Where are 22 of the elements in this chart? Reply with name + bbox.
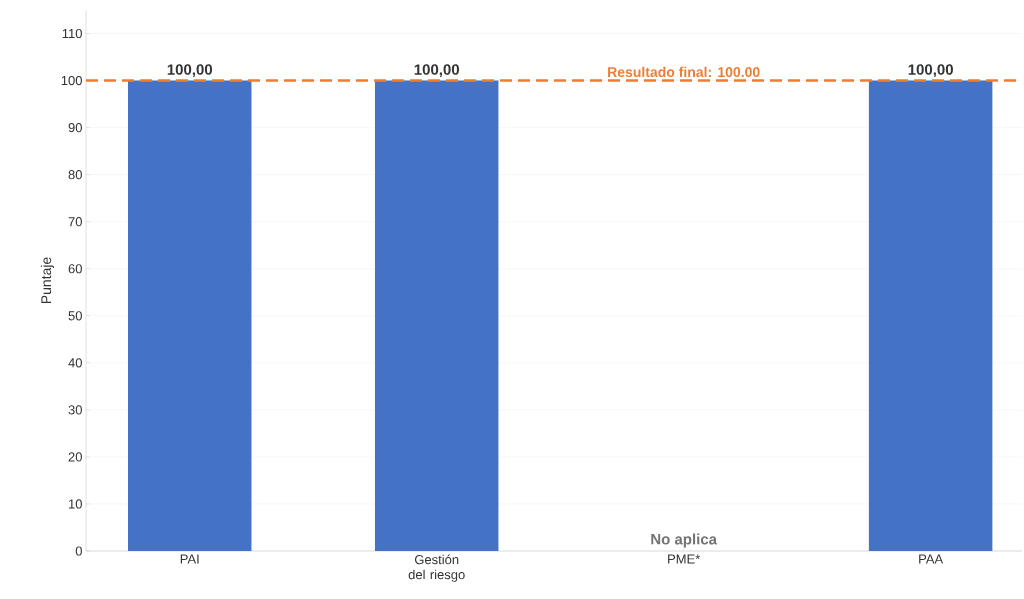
y-tick-label: 60 [68, 264, 82, 274]
y-tick-label: 70 [68, 217, 82, 227]
y-tick-label: 90 [68, 123, 82, 133]
y-tick-label: 10 [68, 499, 82, 509]
y-tick-label: 110 [62, 28, 82, 39]
y-tick-label: 0 [75, 546, 82, 556]
y-tick-label: 30 [68, 405, 82, 415]
y-tick-label: 80 [68, 170, 82, 180]
y-tick-label: 100 [61, 75, 82, 86]
x-tick-label: Gestión del riesgo [408, 554, 465, 582]
y-tick-label: 20 [68, 452, 82, 462]
x-tick-label: PME* [668, 554, 701, 564]
y-tick-label: 50 [68, 311, 82, 321]
y-tick-label: 40 [68, 358, 82, 368]
data-label: 100,00 [414, 64, 460, 78]
data-label: 100,00 [908, 64, 953, 78]
ref-line-label: Resultado final: 100.00 [608, 66, 760, 78]
y-axis-title: Puntaje [40, 257, 54, 304]
annotation: No aplica [651, 533, 718, 548]
x-tick-label: PAA [919, 554, 944, 564]
x-tick-label: PAI [180, 554, 199, 564]
data-label: 100,00 [167, 64, 213, 78]
